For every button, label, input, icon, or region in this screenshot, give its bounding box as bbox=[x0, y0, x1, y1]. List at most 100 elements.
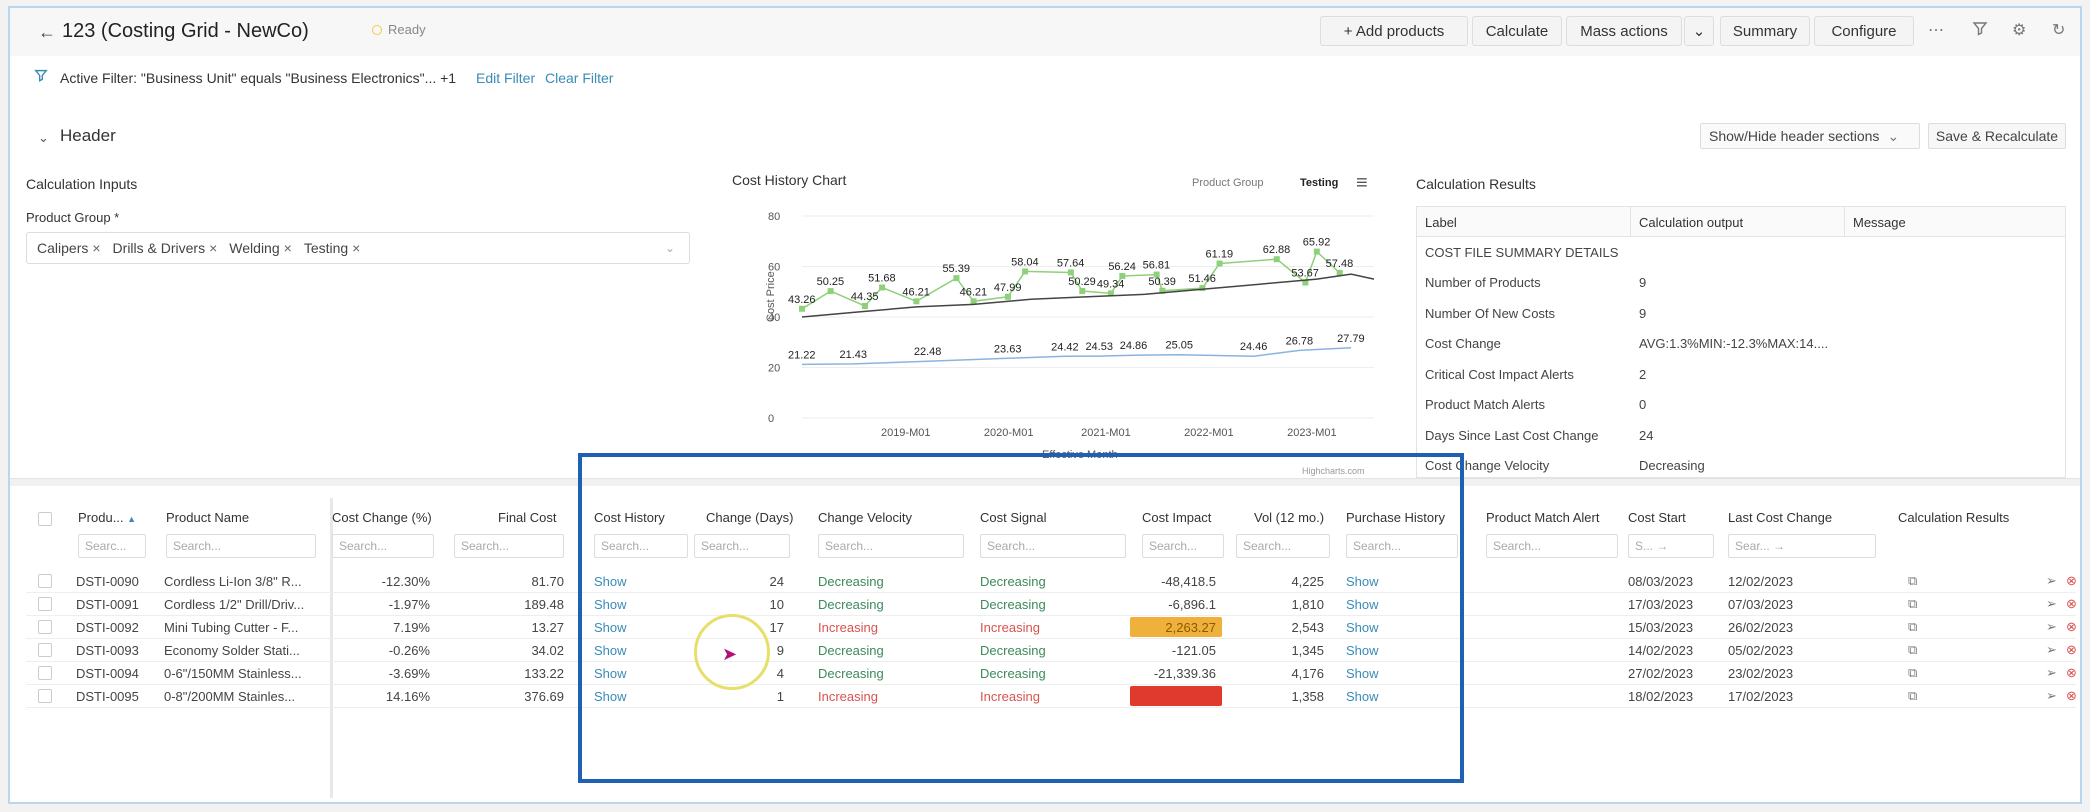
open-external-icon[interactable]: ⧉ bbox=[1908, 642, 1918, 657]
search-cost-history-input[interactable]: Search... bbox=[594, 534, 688, 558]
search-product-name-input[interactable]: Search... bbox=[166, 534, 316, 558]
product-group-multiselect[interactable]: Calipers × Drills & Drivers × Welding × Tes… bbox=[26, 232, 690, 264]
select-all-checkbox[interactable] bbox=[38, 512, 52, 526]
last-cost-change-cell: 12/02/2023 bbox=[1728, 574, 1794, 589]
send-icon[interactable]: ➢ bbox=[2046, 573, 2057, 588]
row-select-checkbox[interactable] bbox=[38, 689, 52, 703]
open-external-icon[interactable]: ⧉ bbox=[1908, 596, 1918, 611]
results-label-cell: Product Match Alerts bbox=[1425, 397, 1545, 413]
search-cost-impact-input[interactable]: Search... bbox=[1142, 534, 1224, 558]
product-name-cell: Cordless 1/2" Drill/Driv... bbox=[164, 597, 305, 612]
search-cost-change-input[interactable]: Search... bbox=[332, 534, 434, 558]
data-label: 61.19 bbox=[1206, 248, 1234, 260]
col-header-product[interactable]: Produ... ▲ bbox=[78, 510, 136, 525]
active-filter-text: Active Filter: "Business Unit" equals "B… bbox=[60, 70, 613, 86]
collapse-header-chevron-icon[interactable]: ⌄ bbox=[38, 130, 49, 145]
col-header-purchase-history[interactable]: Purchase History bbox=[1346, 510, 1445, 525]
send-icon[interactable]: ➢ bbox=[2046, 596, 2057, 611]
more-options-icon[interactable]: ⋯ bbox=[1928, 22, 1944, 39]
data-point bbox=[1302, 279, 1309, 286]
col-header-vol[interactable]: Vol (12 mo.) bbox=[1254, 510, 1325, 525]
row-select-checkbox[interactable] bbox=[38, 666, 52, 680]
configure-button[interactable]: Configure bbox=[1814, 16, 1914, 46]
search-purchase-history-input[interactable]: Search... bbox=[1346, 534, 1458, 558]
open-external-icon[interactable]: ⧉ bbox=[1908, 619, 1918, 634]
col-header-cost-change[interactable]: Cost Change (%) bbox=[332, 510, 432, 525]
remove-circle-icon[interactable]: ⊗ bbox=[2066, 642, 2077, 657]
results-output-cell: 9 bbox=[1639, 305, 1647, 321]
back-arrow-icon[interactable]: ← bbox=[38, 22, 56, 42]
send-icon[interactable]: ➢ bbox=[2046, 688, 2057, 703]
final-cost-cell: 34.02 bbox=[531, 643, 564, 658]
search-cost-signal-input[interactable]: Search... bbox=[980, 534, 1126, 558]
search-change-velocity-input[interactable]: Search... bbox=[818, 534, 964, 558]
remove-chip-icon[interactable]: × bbox=[283, 240, 292, 256]
data-point bbox=[879, 284, 886, 291]
chip-testing[interactable]: Testing × bbox=[304, 240, 361, 256]
col-header-cost-impact[interactable]: Cost Impact bbox=[1142, 510, 1212, 525]
row-divider bbox=[26, 707, 2076, 708]
remove-circle-icon[interactable]: ⊗ bbox=[2066, 619, 2077, 634]
mass-actions-dropdown-button[interactable]: ⌄ bbox=[1684, 16, 1714, 46]
open-external-icon[interactable]: ⧉ bbox=[1908, 688, 1918, 703]
col-header-calculation-results[interactable]: Calculation Results bbox=[1898, 510, 2010, 525]
search-change-days-input[interactable]: Search... bbox=[694, 534, 790, 558]
mass-actions-button[interactable]: Mass actions bbox=[1566, 16, 1682, 46]
col-header-change-days[interactable]: Change (Days) bbox=[706, 510, 794, 525]
data-point bbox=[913, 298, 920, 305]
search-product-input[interactable]: Searc... bbox=[78, 534, 146, 558]
row-select-checkbox[interactable] bbox=[38, 643, 52, 657]
remove-circle-icon[interactable]: ⊗ bbox=[2066, 688, 2077, 703]
col-header-product-match-alert[interactable]: Product Match Alert bbox=[1486, 510, 1600, 525]
results-col-message: Message bbox=[1853, 215, 1906, 230]
chip-drills-drivers[interactable]: Drills & Drivers × bbox=[113, 240, 218, 256]
last-cost-change-cell: 17/02/2023 bbox=[1728, 689, 1794, 704]
search-final-cost-input[interactable]: Search... bbox=[454, 534, 564, 558]
chart-menu-icon[interactable]: ≡ bbox=[1356, 172, 1368, 194]
show-hide-sections-select[interactable]: Show/Hide header sections ⌄ bbox=[1700, 123, 1920, 149]
row-select-checkbox[interactable] bbox=[38, 597, 52, 611]
remove-circle-icon[interactable]: ⊗ bbox=[2066, 573, 2077, 588]
search-cost-start-input[interactable]: S... → bbox=[1628, 534, 1714, 558]
col-header-last-cost-change[interactable]: Last Cost Change bbox=[1728, 510, 1833, 525]
search-product-match-input[interactable]: Search... bbox=[1486, 534, 1618, 558]
col-header-cost-history[interactable]: Cost History bbox=[594, 510, 665, 525]
remove-chip-icon[interactable]: × bbox=[92, 240, 101, 256]
chip-calipers[interactable]: Calipers × bbox=[37, 240, 101, 256]
remove-circle-icon[interactable]: ⊗ bbox=[2066, 665, 2077, 680]
product-id-cell: DSTI-0094 bbox=[76, 666, 139, 681]
filter-icon[interactable] bbox=[1972, 20, 1988, 41]
cost-change-cell: 14.16% bbox=[385, 689, 430, 704]
results-row: COST FILE SUMMARY DETAILS bbox=[1417, 237, 2065, 268]
remove-circle-icon[interactable]: ⊗ bbox=[2066, 596, 2077, 611]
open-external-icon[interactable]: ⧉ bbox=[1908, 665, 1918, 680]
remove-chip-icon[interactable]: × bbox=[209, 240, 218, 256]
remove-chip-icon[interactable]: × bbox=[352, 240, 361, 256]
row-select-checkbox[interactable] bbox=[38, 620, 52, 634]
summary-button[interactable]: Summary bbox=[1720, 16, 1810, 46]
calculate-button[interactable]: Calculate bbox=[1472, 16, 1562, 46]
col-header-change-velocity[interactable]: Change Velocity bbox=[818, 510, 912, 525]
col-header-cost-signal[interactable]: Cost Signal bbox=[980, 510, 1047, 525]
refresh-icon[interactable]: ↻ bbox=[2052, 22, 2066, 39]
edit-filter-link[interactable]: Edit Filter bbox=[476, 70, 536, 86]
chevron-down-icon[interactable]: ⌄ bbox=[664, 241, 675, 255]
col-header-product-name[interactable]: Product Name bbox=[166, 510, 250, 525]
row-divider bbox=[26, 661, 2076, 662]
clear-filter-link[interactable]: Clear Filter bbox=[545, 70, 614, 86]
add-products-button[interactable]: + Add products bbox=[1320, 16, 1468, 46]
search-vol-input[interactable]: Search... bbox=[1236, 534, 1330, 558]
open-external-icon[interactable]: ⧉ bbox=[1908, 573, 1918, 588]
settings-gear-icon[interactable]: ⚙ bbox=[2012, 22, 2027, 39]
send-icon[interactable]: ➢ bbox=[2046, 665, 2057, 680]
col-header-cost-start[interactable]: Cost Start bbox=[1628, 510, 1686, 525]
col-header-final-cost[interactable]: Final Cost bbox=[498, 510, 557, 525]
chip-welding[interactable]: Welding × bbox=[229, 240, 292, 256]
send-icon[interactable]: ➢ bbox=[2046, 642, 2057, 657]
chip-label: Testing bbox=[303, 240, 349, 256]
send-icon[interactable]: ➢ bbox=[2046, 619, 2057, 634]
row-select-checkbox[interactable] bbox=[38, 574, 52, 588]
results-output-cell: 9 bbox=[1639, 275, 1647, 291]
save-recalculate-button[interactable]: Save & Recalculate bbox=[1928, 123, 2066, 149]
search-last-cost-change-input[interactable]: Sear... → bbox=[1728, 534, 1876, 558]
